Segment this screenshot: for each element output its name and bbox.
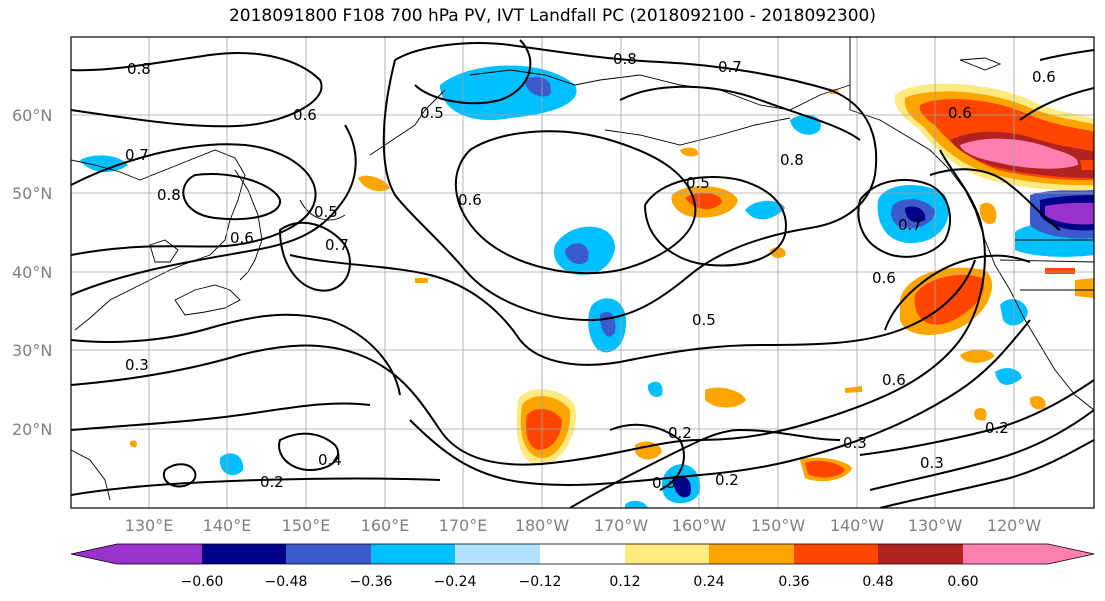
contour-label: 0.2 bbox=[985, 419, 1009, 437]
colorbar-segment bbox=[371, 544, 455, 564]
colorbar-tick-label: −0.24 bbox=[434, 574, 477, 590]
colorbar-tick-label: −0.12 bbox=[519, 574, 562, 590]
colorbar-tick-label: 0.36 bbox=[778, 574, 809, 590]
contour-label: 0.6 bbox=[948, 104, 972, 122]
colorbar-segment bbox=[455, 544, 540, 564]
lon-label: 150°W bbox=[751, 516, 806, 535]
lat-label: 40°N bbox=[12, 263, 52, 282]
contour-label: 0.6 bbox=[230, 229, 254, 247]
contour-label: 0.8 bbox=[127, 60, 151, 78]
colorbar-tick-label: 0.24 bbox=[693, 574, 724, 590]
contour-label: 0.3 bbox=[652, 474, 676, 492]
latitude-labels: 60°N 50°N 40°N 30°N 20°N bbox=[12, 106, 52, 439]
coastlines bbox=[71, 37, 1094, 501]
contour-label: 0.6 bbox=[882, 371, 906, 389]
colorbar-tick-label: −0.48 bbox=[265, 574, 308, 590]
contour-label: 0.8 bbox=[157, 186, 181, 204]
contour-label: 0.6 bbox=[872, 269, 896, 287]
colorbar-tick-label: 0.12 bbox=[609, 574, 640, 590]
lon-label: 140°W bbox=[830, 516, 885, 535]
lon-label: 130°E bbox=[125, 516, 174, 535]
colorbar-segment bbox=[963, 544, 1048, 564]
contour-label: 0.7 bbox=[898, 216, 922, 234]
contour-label: 0.5 bbox=[686, 174, 710, 192]
contour-label: 0.6 bbox=[1032, 68, 1056, 86]
pv-contours bbox=[71, 39, 1094, 508]
contour-label: 0.6 bbox=[293, 106, 317, 124]
colorbar-segment bbox=[202, 544, 286, 564]
colorbar-segment bbox=[709, 544, 794, 564]
lat-label: 60°N bbox=[12, 106, 52, 125]
lon-label: 170°W bbox=[594, 516, 649, 535]
contour-label: 0.3 bbox=[125, 356, 149, 374]
colorbar-extend-min bbox=[71, 544, 117, 564]
contour-label: 0.3 bbox=[920, 454, 944, 472]
colorbar-tick-label: −0.60 bbox=[181, 574, 224, 590]
lon-label: 140°E bbox=[203, 516, 252, 535]
contour-label: 0.8 bbox=[780, 151, 804, 169]
contour-label: 0.2 bbox=[668, 424, 692, 442]
colorbar-segment bbox=[117, 544, 202, 564]
contour-label: 0.5 bbox=[692, 311, 716, 329]
lon-label: 130°W bbox=[908, 516, 963, 535]
colorbar-segment bbox=[878, 544, 963, 564]
map-frame bbox=[70, 36, 1095, 509]
lat-label: 30°N bbox=[12, 341, 52, 360]
colorbar-tick-label: −0.36 bbox=[350, 574, 393, 590]
longitude-labels: 130°E 140°E 150°E 160°E 170°E 180°W 170°… bbox=[125, 516, 1042, 535]
contour-label: 0.7 bbox=[718, 58, 742, 76]
shaded-fields bbox=[80, 65, 1094, 508]
lon-label: 150°E bbox=[282, 516, 331, 535]
colorbar-tick-labels: −0.60 −0.48 −0.36 −0.24 −0.12 0.12 0.24 … bbox=[181, 574, 979, 590]
colorbar-segment bbox=[540, 544, 625, 564]
contour-labels: 0.8 0.8 0.7 0.7 0.8 0.6 0.5 0.7 0.5 0.6 … bbox=[125, 50, 1056, 492]
lon-label: 120°W bbox=[987, 516, 1042, 535]
contour-label: 0.7 bbox=[125, 146, 149, 164]
map-title: 2018091800 F108 700 hPa PV, IVT Landfall… bbox=[228, 6, 876, 26]
lon-label: 180°W bbox=[515, 516, 570, 535]
colorbar-segment bbox=[625, 544, 709, 564]
colorbar bbox=[70, 543, 1095, 565]
lat-label: 20°N bbox=[12, 420, 52, 439]
contour-label: 0.6 bbox=[458, 191, 482, 209]
colorbar-segment bbox=[286, 544, 371, 564]
colorbar-segment bbox=[794, 544, 878, 564]
contour-label: 0.5 bbox=[314, 203, 338, 221]
lon-label: 160°E bbox=[361, 516, 410, 535]
contour-label: 0.7 bbox=[325, 236, 349, 254]
contour-label: 0.4 bbox=[318, 451, 342, 469]
lat-label: 50°N bbox=[12, 184, 52, 203]
colorbar-tick-label: 0.48 bbox=[862, 574, 893, 590]
contour-label: 0.5 bbox=[420, 104, 444, 122]
contour-label: 0.8 bbox=[613, 50, 637, 68]
colorbar-tick-label: 0.60 bbox=[947, 574, 978, 590]
contour-label: 0.3 bbox=[843, 434, 867, 452]
lon-label: 160°W bbox=[672, 516, 727, 535]
lon-label: 170°E bbox=[439, 516, 488, 535]
colorbar-outline bbox=[70, 543, 1095, 565]
colorbar-extend-max bbox=[1048, 544, 1094, 564]
contour-label: 0.2 bbox=[260, 473, 284, 491]
contour-label: 0.2 bbox=[715, 471, 739, 489]
